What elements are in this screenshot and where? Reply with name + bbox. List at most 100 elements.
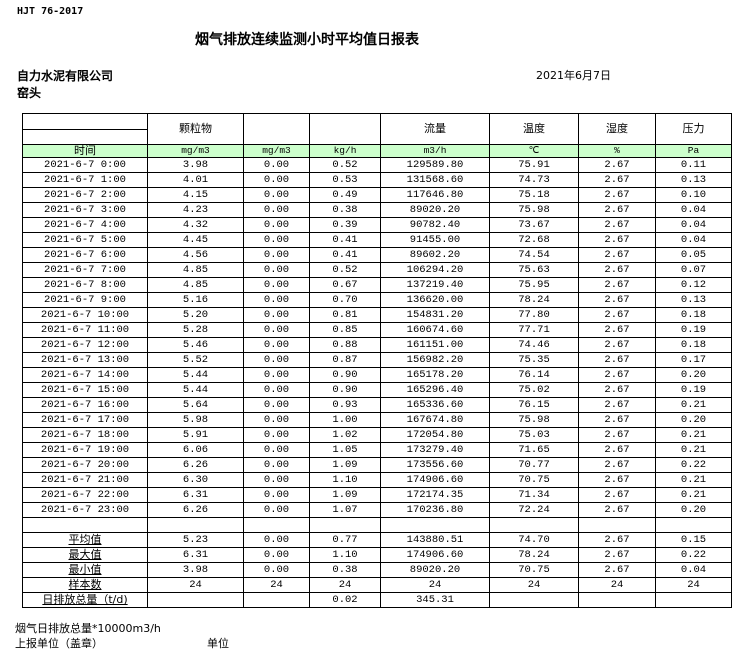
value-cell: 0.21: [655, 442, 732, 458]
table-row: 2021-6-7 20:00 6.26 0.00 1.09 173556.60 70.77…: [22, 457, 732, 473]
col-header-2: [243, 113, 310, 145]
value-cell: 1.10: [309, 472, 381, 488]
value-cell: 78.24: [489, 292, 579, 308]
value-cell: 1.09: [309, 487, 381, 503]
value-cell: 0.00: [243, 262, 310, 278]
unit-label: 单位: [207, 637, 229, 650]
value-cell: 5.98: [147, 412, 244, 428]
value-cell: 0.00: [243, 472, 310, 488]
value-cell: 1.07: [309, 502, 381, 518]
value-cell: 0.13: [655, 172, 732, 188]
value-cell: 3.98: [147, 562, 244, 578]
value-cell: 6.31: [147, 487, 244, 503]
table-row: 2021-6-7 1:00 4.01 0.00 0.53 131568.60 74.73 2…: [22, 172, 732, 188]
value-cell: 0.21: [655, 487, 732, 503]
value-cell: 24: [655, 577, 732, 593]
summary-row: 平均值 5.23 0.00 0.77 143880.51 74.70 2.67 0.15: [22, 532, 732, 548]
table-row: 2021-6-7 13:00 5.52 0.00 0.87 156982.20 75.35…: [22, 352, 732, 368]
value-cell: 345.31: [380, 592, 490, 608]
value-cell: 0.00: [243, 337, 310, 353]
row-label: 日排放总量（t/d): [22, 592, 148, 608]
value-cell: 5.44: [147, 367, 244, 383]
value-cell: 0.19: [655, 382, 732, 398]
value-cell: 0.90: [309, 382, 381, 398]
value-cell: 0.00: [243, 562, 310, 578]
value-cell: 5.91: [147, 427, 244, 443]
value-cell: 2.67: [578, 547, 656, 563]
col-header-temperature: 温度: [489, 113, 579, 145]
time-cell: [22, 517, 148, 533]
value-cell: 74.70: [489, 532, 579, 548]
value-cell: 6.26: [147, 457, 244, 473]
value-cell: 70.75: [489, 472, 579, 488]
value-cell: 5.16: [147, 292, 244, 308]
row-label: 最大值: [22, 547, 148, 563]
time-cell: 2021-6-7 19:00: [22, 442, 148, 458]
table-row: 2021-6-7 16:00 5.64 0.00 0.93 165336.60 76.15…: [22, 397, 732, 413]
value-cell: [380, 517, 490, 533]
value-cell: 0.70: [309, 292, 381, 308]
value-cell: 4.23: [147, 202, 244, 218]
unit-humidity: %: [578, 144, 656, 158]
time-cell: 2021-6-7 7:00: [22, 262, 148, 278]
value-cell: 0.00: [243, 367, 310, 383]
table-row: 2021-6-7 14:00 5.44 0.00 0.90 165178.20 76.14…: [22, 367, 732, 383]
value-cell: 24: [489, 577, 579, 593]
value-cell: 129589.80: [380, 157, 490, 173]
summary-row: 日排放总量（t/d) 0.02 345.31: [22, 592, 732, 608]
blank-row: [22, 517, 732, 533]
time-cell: 2021-6-7 13:00: [22, 352, 148, 368]
report-title: 烟气排放连续监测小时平均值日报表: [195, 32, 419, 48]
table-row: 2021-6-7 19:00 6.06 0.00 1.05 173279.40 71.65…: [22, 442, 732, 458]
table-row: 2021-6-7 11:00 5.28 0.00 0.85 160674.60 77.71…: [22, 322, 732, 338]
value-cell: 0.52: [309, 157, 381, 173]
value-cell: 2.67: [578, 502, 656, 518]
value-cell: 0.00: [243, 247, 310, 263]
value-cell: 0.00: [243, 457, 310, 473]
value-cell: 1.10: [309, 547, 381, 563]
unit-pressure: Pa: [655, 144, 732, 158]
value-cell: 143880.51: [380, 532, 490, 548]
value-cell: 4.56: [147, 247, 244, 263]
row-label: 样本数: [22, 577, 148, 593]
table-row: 2021-6-7 5:00 4.45 0.00 0.41 91455.00 72.68 2.…: [22, 232, 732, 248]
value-cell: 2.67: [578, 232, 656, 248]
time-cell: 2021-6-7 3:00: [22, 202, 148, 218]
value-cell: 5.28: [147, 322, 244, 338]
unit-temperature: ℃: [489, 144, 579, 158]
value-cell: 2.67: [578, 322, 656, 338]
value-cell: [147, 592, 244, 608]
value-cell: 2.67: [578, 292, 656, 308]
value-cell: 2.67: [578, 562, 656, 578]
value-cell: 0.00: [243, 277, 310, 293]
time-cell: 2021-6-7 8:00: [22, 277, 148, 293]
value-cell: [655, 592, 732, 608]
value-cell: 0.41: [309, 247, 381, 263]
col-header-pressure: 压力: [655, 113, 732, 145]
value-cell: 75.63: [489, 262, 579, 278]
value-cell: 24: [309, 577, 381, 593]
value-cell: 2.67: [578, 172, 656, 188]
value-cell: 173556.60: [380, 457, 490, 473]
value-cell: [243, 517, 310, 533]
value-cell: 71.34: [489, 487, 579, 503]
value-cell: 2.67: [578, 532, 656, 548]
value-cell: 165336.60: [380, 397, 490, 413]
value-cell: 2.67: [578, 157, 656, 173]
value-cell: 24: [243, 577, 310, 593]
value-cell: 137219.40: [380, 277, 490, 293]
value-cell: 77.80: [489, 307, 579, 323]
time-cell: 2021-6-7 9:00: [22, 292, 148, 308]
table-row: 2021-6-7 12:00 5.46 0.00 0.88 161151.00 74.46…: [22, 337, 732, 353]
value-cell: 0.49: [309, 187, 381, 203]
value-cell: 73.67: [489, 217, 579, 233]
time-cell: 2021-6-7 5:00: [22, 232, 148, 248]
value-cell: 70.75: [489, 562, 579, 578]
value-cell: 24: [147, 577, 244, 593]
value-cell: 170236.80: [380, 502, 490, 518]
value-cell: 0.20: [655, 502, 732, 518]
value-cell: 2.67: [578, 367, 656, 383]
units-row: 时间 mg/m3 mg/m3 kg/h m3/h ℃ % Pa: [22, 144, 732, 158]
table-row: 2021-6-7 8:00 4.85 0.00 0.67 137219.40 75.95 2…: [22, 277, 732, 293]
value-cell: 2.67: [578, 397, 656, 413]
